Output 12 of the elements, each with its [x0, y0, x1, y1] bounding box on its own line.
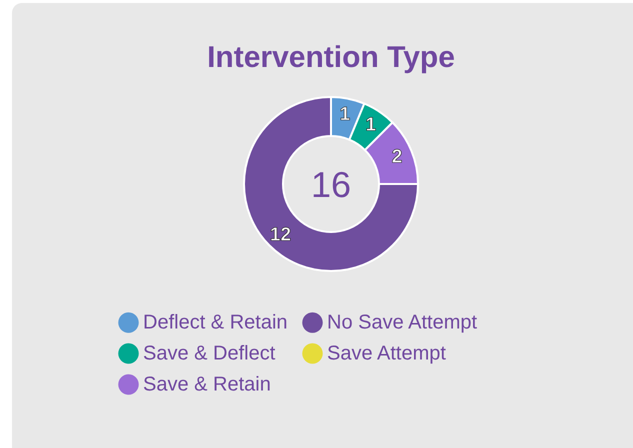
- legend-label: Save Attempt: [327, 342, 446, 364]
- legend-label: Save & Deflect: [143, 342, 276, 364]
- text: 16: [310, 164, 352, 205]
- legend-label: No Save Attempt: [327, 312, 478, 334]
- legend-label: Deflect & Retain: [143, 312, 288, 334]
- legend-label: Save & Retain: [143, 374, 271, 396]
- data-label: 1: [340, 104, 351, 125]
- donut-slice: [243, 96, 419, 272]
- data-label: 12: [270, 224, 292, 246]
- data-label: 2: [392, 146, 402, 168]
- chart-title: Intervention Type: [207, 41, 455, 74]
- data-label: 1: [365, 114, 376, 136]
